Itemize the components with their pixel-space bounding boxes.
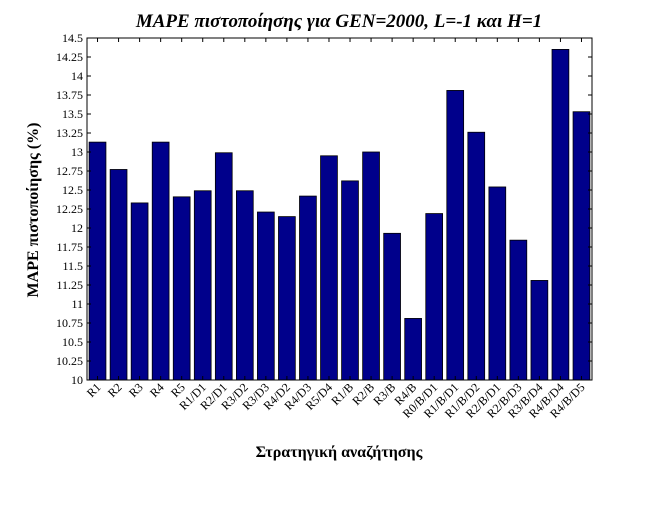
bar <box>257 211 275 381</box>
bar <box>109 169 128 381</box>
bar <box>551 49 570 381</box>
y-tick-label: 14.5 <box>62 31 83 45</box>
bar <box>509 239 528 381</box>
bars-layer <box>88 49 591 381</box>
bar <box>88 141 107 381</box>
y-axis-label: MAPE πιστοποίησης (%) <box>25 123 42 298</box>
chart-title: MAPE πιστοποίησης για GEN=2000, L=-1 και… <box>135 11 542 32</box>
bar <box>172 196 191 381</box>
y-tick-label: 11.75 <box>56 240 83 254</box>
bar <box>467 131 486 381</box>
y-tick-label: 12 <box>71 221 83 235</box>
bar <box>362 151 380 381</box>
x-tick-label: R4 <box>147 380 167 400</box>
bar <box>320 155 338 381</box>
y-tick-label: 11.5 <box>62 259 83 273</box>
y-tick-label: 11 <box>71 297 83 311</box>
bar <box>446 90 465 381</box>
bar <box>488 186 507 381</box>
x-tick-label: R1 <box>84 380 104 400</box>
bar <box>404 318 422 381</box>
bar <box>530 280 549 381</box>
y-tick-label: 12.25 <box>56 202 83 216</box>
bar <box>278 216 296 381</box>
y-tick-label: 10.75 <box>56 316 83 330</box>
y-tick-label: 13 <box>71 145 83 159</box>
x-tick-label: R3/B <box>370 380 398 408</box>
bar <box>130 202 149 381</box>
bar <box>299 195 317 381</box>
y-tick-label: 12.75 <box>56 164 83 178</box>
bar <box>572 111 591 381</box>
x-axis-label: Στρατηγική αναζήτησης <box>256 444 423 461</box>
x-tick-label: R3 <box>126 380 146 400</box>
x-tick-label: R2 <box>105 380 125 400</box>
bar <box>341 180 359 381</box>
y-tick-label: 10 <box>71 373 83 387</box>
bar <box>383 232 401 381</box>
y-tick-label: 12.5 <box>62 183 83 197</box>
bar <box>193 190 212 381</box>
bar <box>425 213 443 381</box>
bar <box>235 190 254 381</box>
bar <box>214 152 233 381</box>
y-tick-label: 13.5 <box>62 107 83 121</box>
y-tick-label: 13.25 <box>56 126 83 140</box>
y-tick-label: 10.5 <box>62 335 83 349</box>
y-tick-label: 11.25 <box>56 278 83 292</box>
y-tick-label: 13.75 <box>56 88 83 102</box>
x-tick-label: R2/B <box>349 380 377 408</box>
x-tick-label: R1/B <box>328 380 356 408</box>
y-tick-label: 14.25 <box>56 50 83 64</box>
y-tick-label: 14 <box>71 69 83 83</box>
y-tick-label: 10.25 <box>56 354 83 368</box>
bar <box>151 141 170 381</box>
